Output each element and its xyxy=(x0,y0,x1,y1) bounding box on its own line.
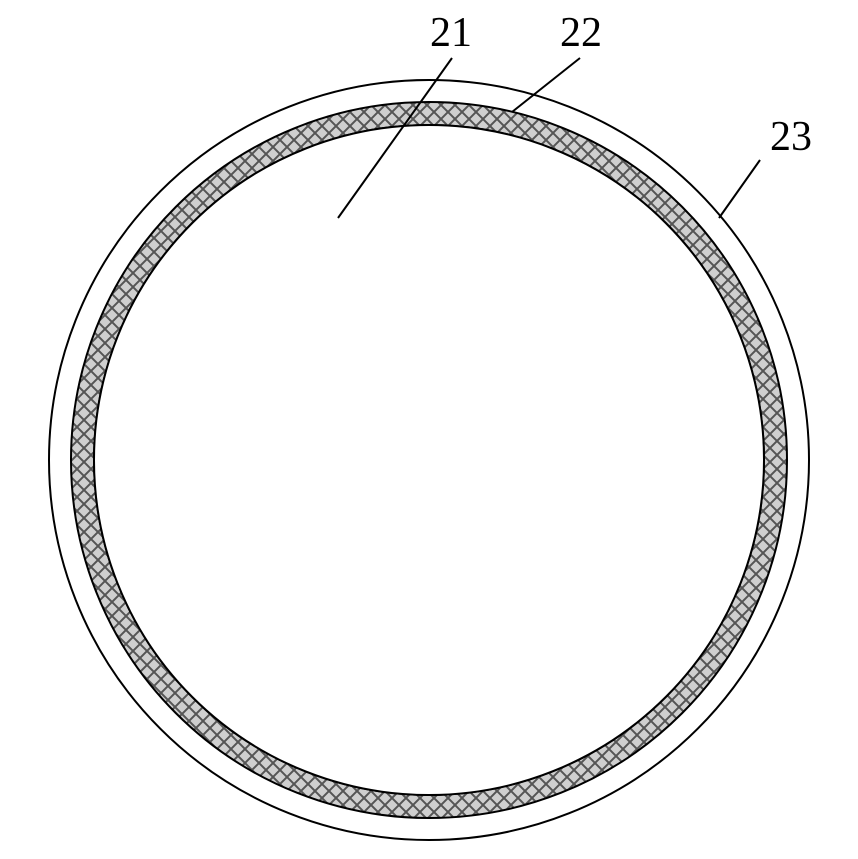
label-21: 21 xyxy=(430,10,472,56)
leader-line-22 xyxy=(512,58,580,112)
label-23: 23 xyxy=(770,114,812,160)
label-22: 22 xyxy=(560,10,602,56)
inner-circle-boundary xyxy=(94,125,764,795)
leader-line-23 xyxy=(719,160,760,218)
